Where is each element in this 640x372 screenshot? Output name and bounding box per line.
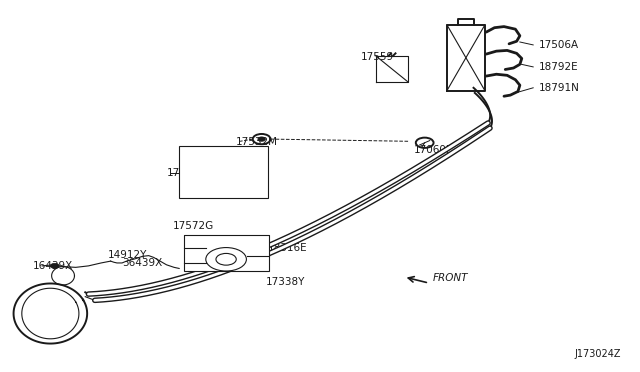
Text: 18791N: 18791N xyxy=(539,83,580,93)
Text: 17532M: 17532M xyxy=(236,137,278,147)
Text: 18792E: 18792E xyxy=(539,62,579,72)
Text: 17559: 17559 xyxy=(361,52,394,62)
Text: 17502D: 17502D xyxy=(166,168,207,178)
Circle shape xyxy=(258,137,266,141)
Text: J173024Z: J173024Z xyxy=(575,349,621,359)
Text: 36439X: 36439X xyxy=(122,258,163,268)
FancyBboxPatch shape xyxy=(179,147,268,198)
Text: 14912Y: 14912Y xyxy=(108,250,147,260)
Circle shape xyxy=(51,263,60,269)
Text: 17338Y: 17338Y xyxy=(266,277,305,287)
Text: 17060F: 17060F xyxy=(414,145,452,155)
Text: 18316E: 18316E xyxy=(268,243,308,253)
Text: 49728X: 49728X xyxy=(193,243,234,253)
FancyBboxPatch shape xyxy=(184,235,269,271)
Text: FRONT: FRONT xyxy=(433,273,468,283)
Text: 17506A: 17506A xyxy=(539,40,579,50)
Text: 16439X: 16439X xyxy=(33,261,74,271)
Text: 17572G: 17572G xyxy=(173,221,214,231)
